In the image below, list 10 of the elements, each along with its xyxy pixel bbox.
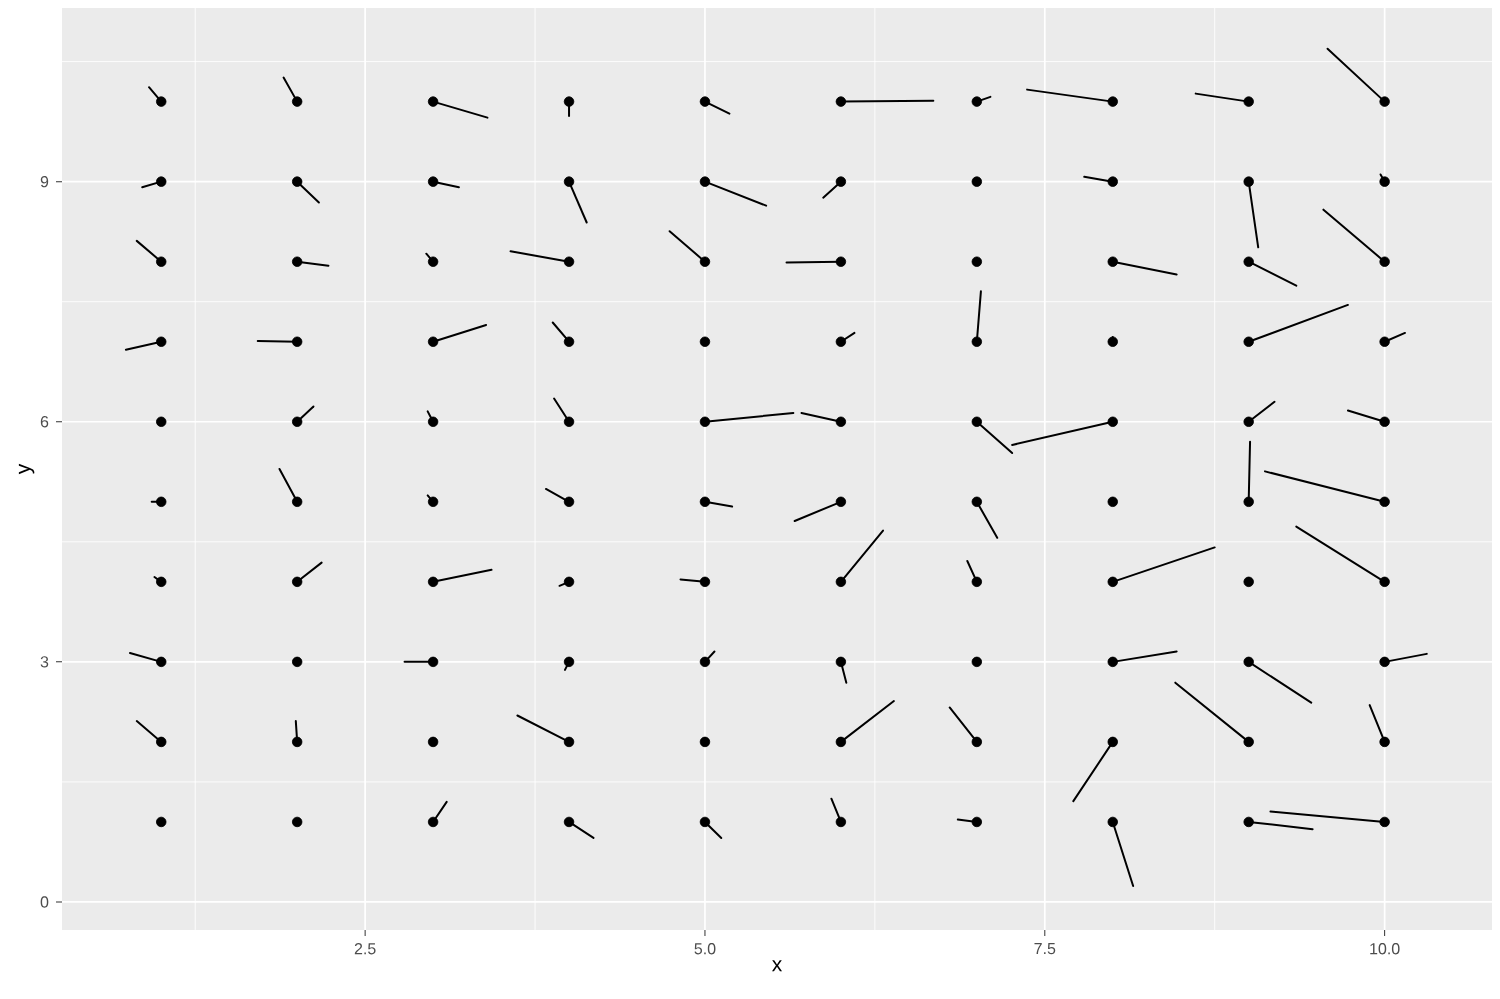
- x-tick-label: 10.0: [1370, 943, 1400, 955]
- x-tick-label: 5.0: [694, 943, 716, 955]
- y-tick-label: 3: [40, 656, 49, 668]
- y-tick-label: 6: [40, 416, 49, 428]
- y-tick-label: 0: [40, 896, 49, 908]
- x-axis-title: x: [772, 960, 783, 972]
- x-tick-label: 2.5: [354, 943, 376, 955]
- y-axis-title: y: [18, 463, 35, 475]
- y-tick-label: 9: [40, 176, 49, 188]
- x-tick-label: 7.5: [1034, 943, 1056, 955]
